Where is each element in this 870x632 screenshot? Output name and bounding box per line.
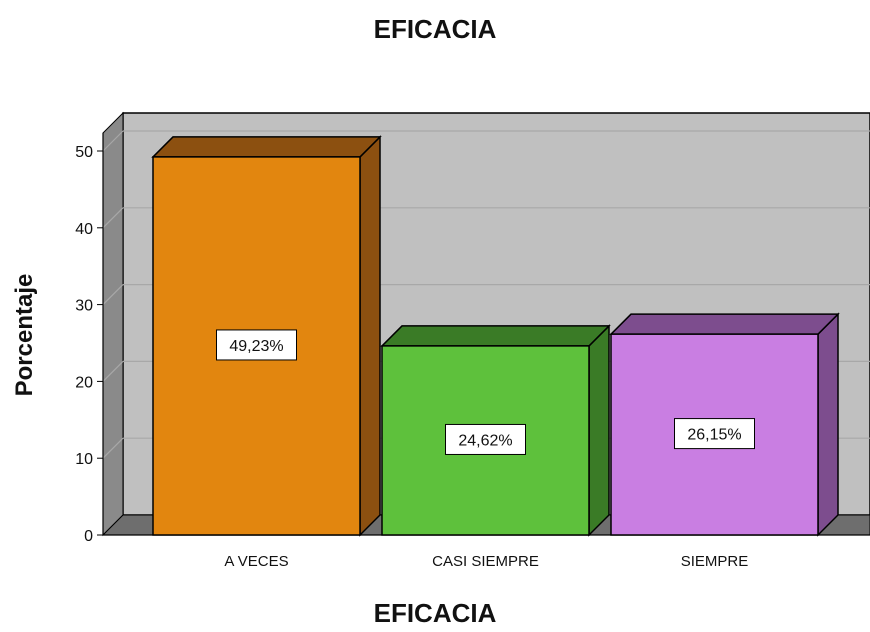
y-tick-label: 30 [75,298,93,315]
gridline-side [102,207,124,229]
data-label-box [216,329,297,361]
bar-top [609,313,840,335]
gridline-side [102,130,124,152]
bar-top [380,325,611,347]
bar-side [588,324,610,537]
x-tick-label: A VECES [224,553,288,570]
bar-side [359,135,381,537]
gridline-side [102,437,124,459]
data-label: 49,23% [229,338,283,355]
gridline-side [102,360,124,382]
data-label-box [445,423,526,455]
x-tick-label: CASI SIEMPRE [432,553,539,570]
y-tick-label: 20 [75,374,93,391]
data-label: 24,62% [458,432,512,449]
y-tick-label: 0 [84,528,93,545]
bar-top [151,136,382,158]
chart-title: EFICACIA [373,14,497,44]
x-tick-label: SIEMPRE [681,553,749,570]
side-wall [102,111,124,537]
x-axis-title: EFICACIA [373,598,497,628]
y-tick-label: 50 [75,144,93,161]
y-tick-label: 40 [75,221,93,238]
data-label-box [674,418,755,450]
bar-side [817,312,839,537]
y-tick-label: 10 [75,451,93,468]
gridline-side [102,284,124,306]
data-label: 26,15% [687,427,741,444]
